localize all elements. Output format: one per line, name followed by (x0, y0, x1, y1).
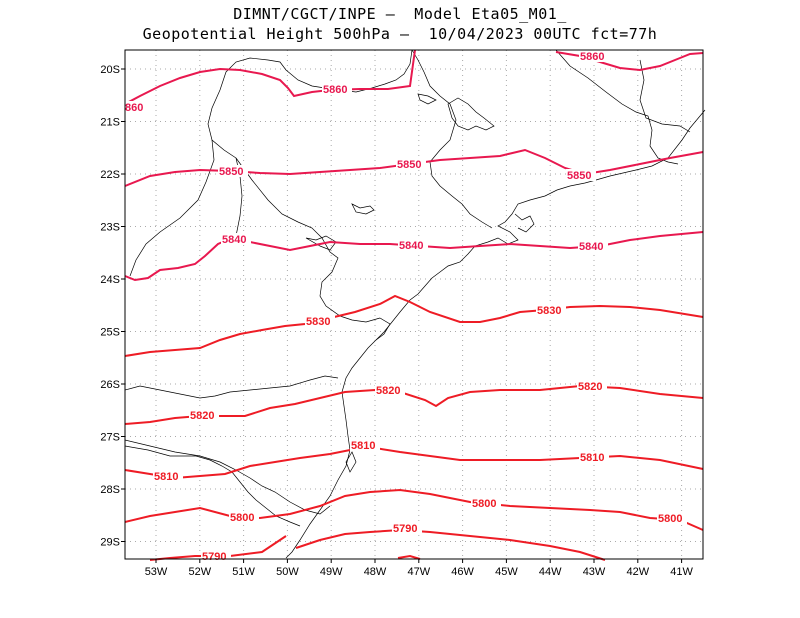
contour-5810 (124, 446, 704, 480)
lake-1 (447, 97, 495, 131)
lat-tick-label: 21S (100, 117, 120, 129)
contour-label: 5860 (323, 84, 347, 96)
contour-label: 5790 (202, 551, 226, 563)
chart-title-line2: Geopotential Height 500hPa – 10/04/2023 … (142, 25, 658, 43)
state-border-sp-pr (235, 157, 381, 323)
contour-label: 5800 (230, 512, 254, 524)
lon-tick-label: 44W (539, 566, 562, 578)
lon-tick-label: 42W (626, 566, 649, 578)
contour-5860-a (124, 49, 416, 105)
lat-tick-label: 29S (100, 537, 120, 549)
plot-frame (124, 49, 704, 560)
lat-tick-label: 26S (100, 379, 120, 391)
lon-tick-label: 48W (364, 566, 387, 578)
lon-tick-label: 46W (451, 566, 474, 578)
lon-tick-label: 50W (276, 566, 299, 578)
lat-tick-label: 23S (100, 222, 120, 234)
lat-tick-label: 24S (100, 274, 120, 286)
bay-paranagua (375, 317, 391, 341)
contour-label: 5800 (472, 498, 496, 510)
lake-3 (417, 93, 437, 105)
contour-label: 5840 (222, 234, 246, 246)
contour-5790-a (295, 528, 606, 561)
coast-lagoon (345, 451, 357, 473)
contour-label: 5810 (580, 452, 604, 464)
contour-5790-c (397, 554, 421, 560)
contour-label: 5800 (658, 513, 682, 525)
lon-tick-label: 51W (232, 566, 255, 578)
lon-tick-label: 43W (583, 566, 606, 578)
lat-tick-label: 27S (100, 432, 120, 444)
lake-2 (351, 203, 375, 215)
chart-title-line1: DIMNT/CGCT/INPE – Model Eta05_M01_ (233, 5, 567, 23)
state-border-mg-sp (411, 49, 493, 229)
state-border-north (207, 49, 413, 159)
lat-tick-label: 28S (100, 484, 120, 496)
contour-label-group: 5860 5860 860 5850 5850 5850 5840 5840 5… (124, 50, 687, 563)
contour-label: 5820 (578, 381, 602, 393)
state-border-mg-rj (555, 49, 679, 165)
contour-label: 5820 (376, 385, 400, 397)
contour-label: 5860 (580, 51, 604, 63)
contour-label: 5840 (579, 241, 603, 253)
contour-lines (124, 49, 704, 561)
lon-tick-label: 49W (320, 566, 343, 578)
contour-label: 5850 (219, 166, 243, 178)
lon-tick-label: 41W (670, 566, 693, 578)
contour-5800 (124, 488, 704, 531)
border-argentina (124, 445, 301, 527)
coast-se (285, 109, 706, 559)
lon-tick-label: 45W (495, 566, 518, 578)
contour-label: 860 (125, 102, 143, 114)
contour-5840 (124, 231, 704, 282)
lon-tick-label: 52W (188, 566, 211, 578)
lat-tick-label: 20S (100, 64, 120, 76)
contour-label: 5810 (351, 440, 375, 452)
lat-tick-label: 25S (100, 327, 120, 339)
lon-tick-label: 53W (145, 566, 168, 578)
contour-5860-b (555, 51, 704, 72)
contour-label: 5820 (190, 410, 214, 422)
contour-label: 5830 (306, 316, 330, 328)
axis-ticks: 53W 52W 51W 50W 49W 48W 47W 46W 45W 44W 43W 42W 41W 2… (100, 64, 693, 578)
state-border-es (639, 59, 691, 133)
border-paraguay (129, 139, 215, 277)
lat-tick-label: 22S (100, 169, 120, 181)
contour-label: 5830 (537, 305, 561, 317)
contour-label: 5840 (399, 240, 423, 252)
contour-label: 5850 (567, 170, 591, 182)
contour-label: 5850 (397, 159, 421, 171)
contour-5830 (124, 294, 704, 357)
coast-rj-bay (514, 213, 535, 233)
contour-label: 5790 (393, 523, 417, 535)
state-border-pr-sc (124, 375, 339, 399)
lon-tick-label: 47W (407, 566, 430, 578)
contour-label: 5810 (154, 471, 178, 483)
